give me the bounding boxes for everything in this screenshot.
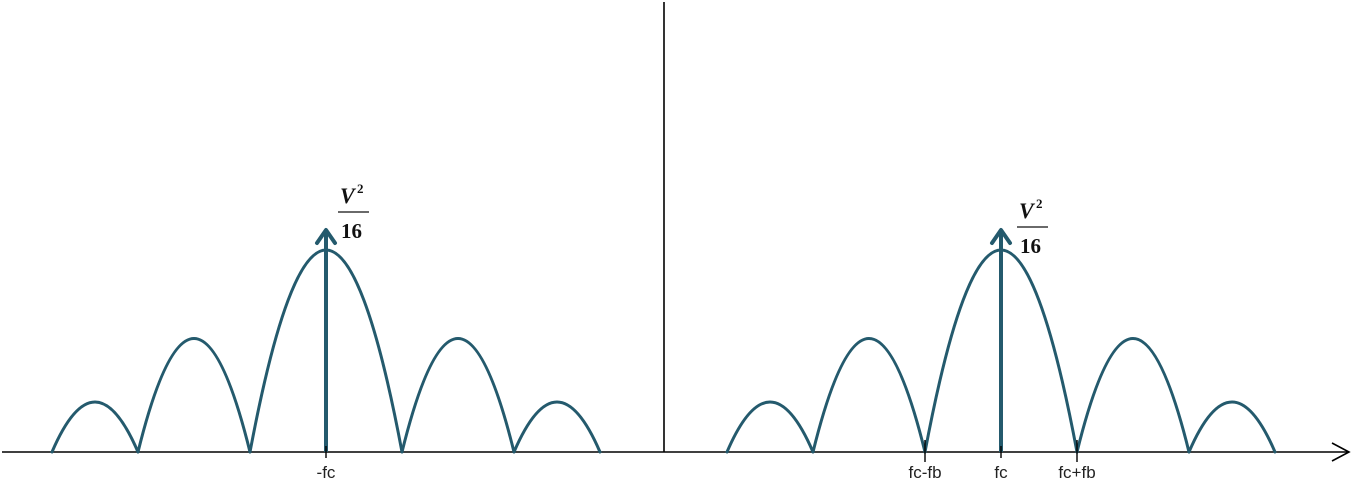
left-spectrum — [50, 228, 602, 454]
right-spectrum-lobe-5 — [1187, 400, 1277, 454]
tick-label-fc: fc — [994, 463, 1008, 482]
left-label-numerator: V — [340, 183, 357, 208]
right-impulse-amplitude-label: V 2 16 — [1017, 196, 1048, 258]
left-impulse-arrowhead — [315, 228, 337, 245]
frequency-axis-arrowhead — [1331, 442, 1351, 462]
tick-label-fc-minus-fb: fc-fb — [908, 463, 941, 482]
left-label-exponent: 2 — [357, 181, 364, 196]
left-spectrum-lobe-5 — [512, 400, 602, 454]
right-spectrum — [725, 228, 1277, 454]
left-spectrum-lobe-1 — [50, 400, 140, 454]
right-spectrum-lobe-2 — [811, 337, 927, 454]
right-label-numerator: V — [1019, 198, 1036, 223]
right-impulse-arrowhead — [990, 228, 1012, 245]
left-impulse-amplitude-label: V 2 16 — [338, 181, 369, 243]
right-label-exponent: 2 — [1036, 196, 1043, 211]
right-spectrum-lobe-1 — [725, 400, 815, 454]
left-label-denominator: 16 — [341, 219, 362, 243]
right-spectrum-lobe-4 — [1075, 337, 1191, 454]
right-label-denominator: 16 — [1020, 234, 1041, 258]
left-spectrum-lobe-4 — [400, 337, 516, 454]
left-spectrum-lobe-2 — [136, 337, 252, 454]
tick-label-fc-plus-fb: fc+fb — [1058, 463, 1095, 482]
tick-label-neg-fc: -fc — [317, 463, 336, 482]
